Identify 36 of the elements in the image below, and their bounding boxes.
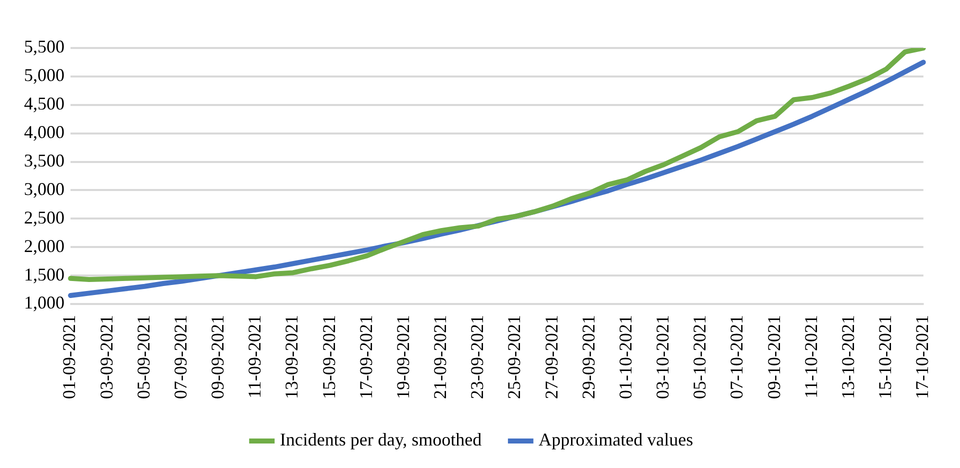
y-tick-label: 1,000 xyxy=(24,292,64,313)
x-tick-label: 01-10-2021 xyxy=(615,315,636,400)
y-tick-label: 5,000 xyxy=(24,65,64,86)
x-tick-label: 17-10-2021 xyxy=(912,315,932,400)
y-tick-label: 4,000 xyxy=(24,122,64,142)
legend-label: Approximated values xyxy=(538,430,694,450)
x-tick-label: 23-09-2021 xyxy=(467,315,488,400)
x-tick-label: 03-10-2021 xyxy=(652,315,673,400)
x-tick-label: 29-09-2021 xyxy=(578,315,598,400)
y-tick-label: 3,500 xyxy=(24,150,64,171)
x-tick-label: 07-10-2021 xyxy=(726,315,747,400)
x-tick-label: 13-09-2021 xyxy=(282,315,302,400)
x-tick-label: 25-09-2021 xyxy=(504,315,524,400)
x-tick-label: 07-09-2021 xyxy=(170,315,190,400)
legend-label: Incidents per day, smoothed xyxy=(280,430,482,450)
x-tick-label: 15-09-2021 xyxy=(318,315,339,400)
x-tick-label: 27-09-2021 xyxy=(541,315,562,400)
y-tick-label: 4,500 xyxy=(24,94,64,114)
y-tick-label: 2,500 xyxy=(24,207,64,228)
x-tick-label: 05-09-2021 xyxy=(133,315,154,400)
y-tick-label: 1,500 xyxy=(24,264,64,284)
y-tick-label: 2,000 xyxy=(24,236,64,256)
x-tick-label: 09-09-2021 xyxy=(208,315,228,400)
x-tick-label: 11-09-2021 xyxy=(244,315,265,398)
x-tick-label: 13-10-2021 xyxy=(838,315,858,400)
x-tick-label: 19-09-2021 xyxy=(392,315,413,400)
x-tick-label: 11-10-2021 xyxy=(800,315,821,398)
x-tick-label: 05-10-2021 xyxy=(690,315,710,400)
x-tick-label: 21-09-2021 xyxy=(430,315,450,400)
x-tick-label: 17-09-2021 xyxy=(356,315,376,400)
y-tick-label: 3,000 xyxy=(24,178,64,199)
x-tick-label: 15-10-2021 xyxy=(875,315,896,400)
y-tick-label: 5,500 xyxy=(24,36,64,57)
x-tick-label: 03-09-2021 xyxy=(96,315,116,400)
x-tick-label: 01-09-2021 xyxy=(59,315,80,400)
x-tick-label: 09-10-2021 xyxy=(764,315,784,400)
